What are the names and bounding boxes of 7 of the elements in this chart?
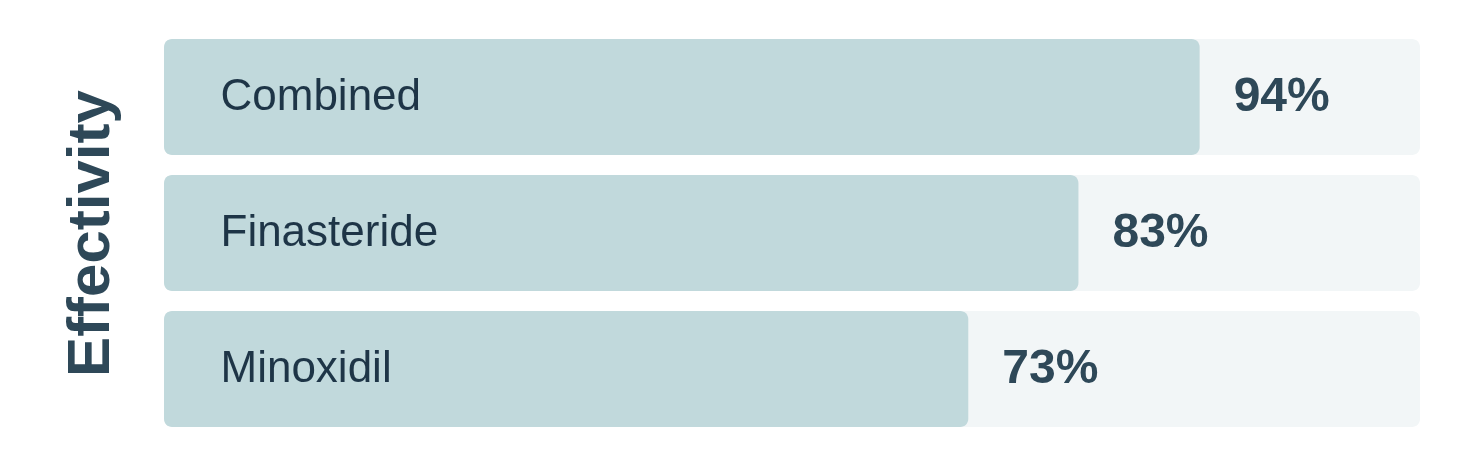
data-label: 94%	[1233, 68, 1330, 121]
y-tick-label: Minoxidil	[220, 342, 392, 391]
data-label: 73%	[1002, 340, 1099, 393]
y-axis-title: Effectivity	[54, 89, 122, 377]
data-label: 83%	[1112, 204, 1209, 257]
y-tick-label: Finasteride	[220, 206, 439, 255]
y-tick-label: Combined	[220, 70, 422, 119]
